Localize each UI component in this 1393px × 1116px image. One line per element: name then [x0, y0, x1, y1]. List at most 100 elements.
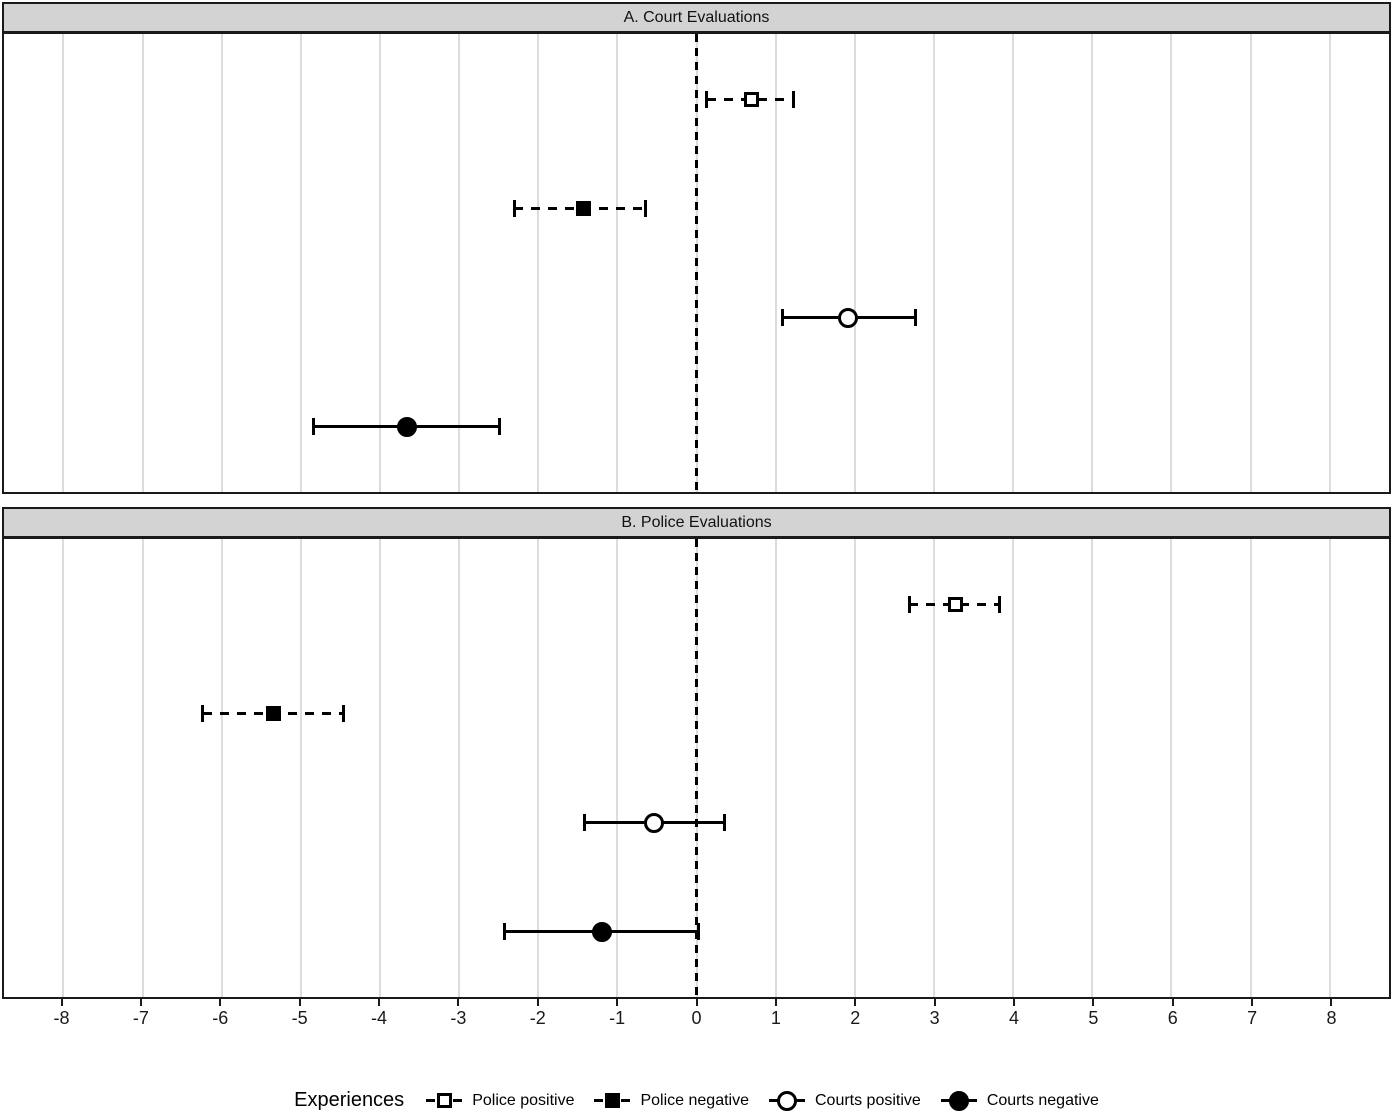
- gridline: [774, 34, 777, 492]
- x-tick-label: -5: [291, 1008, 308, 1028]
- legend-label: Courts positive: [814, 1091, 921, 1109]
- panel-b-title: B. Police Evaluations: [621, 513, 772, 531]
- legend-key-filled-square-icon: [594, 1090, 631, 1112]
- filled-square-marker: [266, 705, 282, 721]
- gridline: [1249, 539, 1252, 997]
- gridline: [458, 34, 461, 492]
- x-tick: [457, 999, 460, 1006]
- panel-a-plot: [2, 32, 1391, 494]
- x-tick-label: 8: [1326, 1008, 1337, 1028]
- x-tick-label: 2: [850, 1008, 861, 1028]
- error-bar-cap-high: [914, 309, 918, 326]
- gridline: [774, 539, 777, 997]
- gridline: [141, 34, 144, 492]
- legend-item-police-positive: Police positive: [426, 1090, 574, 1112]
- error-bar-cap-low: [705, 90, 709, 108]
- gridline: [220, 539, 223, 997]
- gridline: [1170, 34, 1173, 492]
- x-tick: [854, 999, 857, 1006]
- legend-key-line: [621, 1099, 631, 1102]
- gridline: [1012, 34, 1015, 492]
- gridline: [1328, 539, 1331, 997]
- x-tick: [774, 999, 777, 1006]
- x-tick: [1251, 999, 1254, 1006]
- error-bar-cap-high: [791, 90, 795, 108]
- open-square-marker: [947, 596, 963, 612]
- gridline: [1012, 539, 1015, 997]
- gridline: [378, 539, 381, 997]
- x-tick: [219, 999, 222, 1006]
- x-tick-label: 6: [1167, 1008, 1178, 1028]
- open-circle-marker: [643, 812, 664, 833]
- legend-label: Police positive: [472, 1091, 575, 1109]
- legend-key-line: [453, 1099, 463, 1102]
- legend-item-courts-positive: Courts positive: [768, 1090, 921, 1112]
- filled-square-marker: [575, 200, 591, 216]
- open-circle-marker: [837, 307, 858, 328]
- x-tick-label: -7: [132, 1008, 149, 1028]
- error-bar-cap-high: [644, 199, 648, 217]
- error-bar-cap-low: [781, 309, 785, 326]
- gridline: [62, 539, 65, 997]
- gridline: [299, 539, 302, 997]
- filled-circle-icon: [948, 1090, 969, 1111]
- panel-b-plot: [2, 537, 1391, 999]
- zero-reference-line: [695, 539, 698, 997]
- x-tick-label: 7: [1247, 1008, 1258, 1028]
- error-bar-cap-low: [512, 199, 516, 217]
- gridline: [378, 34, 381, 492]
- panel-b-strip: B. Police Evaluations: [2, 507, 1391, 538]
- x-tick: [695, 999, 698, 1006]
- gridline: [932, 34, 935, 492]
- x-tick-label: -2: [529, 1008, 546, 1028]
- error-bar-cap-low: [583, 814, 587, 831]
- gridline: [932, 539, 935, 997]
- x-tick: [139, 999, 142, 1006]
- x-tick-label: -1: [609, 1008, 626, 1028]
- gridline: [853, 34, 856, 492]
- gridline: [616, 34, 619, 492]
- x-axis: -8 -7 -6 -5 -4 -3 -2 -1 0 1 2 3 4 5 6 7 8: [2, 999, 1391, 1039]
- gridline: [616, 539, 619, 997]
- legend-label: Police negative: [640, 1091, 749, 1109]
- gridline: [141, 539, 144, 997]
- filled-square-icon: [604, 1093, 620, 1108]
- x-tick-label: -6: [212, 1008, 229, 1028]
- legend-title: Experiences: [294, 1089, 405, 1111]
- x-tick-label: 3: [929, 1008, 940, 1028]
- legend-item-courts-negative: Courts negative: [940, 1090, 1099, 1112]
- x-tick-label: -4: [370, 1008, 388, 1028]
- open-circle-icon: [776, 1090, 797, 1111]
- x-tick: [933, 999, 936, 1006]
- gridline: [458, 539, 461, 997]
- legend-key-open-square-icon: [426, 1090, 463, 1112]
- gridline: [1170, 539, 1173, 997]
- x-tick-label: -3: [450, 1008, 467, 1028]
- x-tick-label: 5: [1088, 1008, 1099, 1028]
- gridline: [1249, 34, 1252, 492]
- error-bar-cap-high: [697, 923, 701, 941]
- legend-label: Courts negative: [986, 1091, 1099, 1109]
- legend-key-filled-circle-icon: [940, 1090, 977, 1112]
- error-bar-cap-high: [342, 704, 346, 722]
- zero-reference-line: [695, 34, 698, 492]
- error-bar-cap-high: [998, 595, 1002, 613]
- x-tick: [378, 999, 380, 1006]
- panel-a-title: A. Court Evaluations: [623, 8, 770, 26]
- gridline: [853, 539, 856, 997]
- gridline: [537, 539, 540, 997]
- x-tick: [1330, 999, 1333, 1006]
- error-bar-cap-high: [497, 418, 501, 436]
- legend-key-open-circle-icon: [768, 1090, 805, 1112]
- error-bar-cap-low: [201, 704, 205, 722]
- legend-item-police-negative: Police negative: [594, 1090, 749, 1112]
- legend-key-line: [594, 1099, 604, 1102]
- error-bar-cap-low: [311, 418, 315, 436]
- gridline: [299, 34, 302, 492]
- x-tick: [1012, 999, 1015, 1006]
- error-bar-cap-low: [907, 595, 911, 613]
- filled-circle-marker: [396, 416, 417, 437]
- legend-key-line: [426, 1099, 436, 1102]
- x-tick-label: -8: [53, 1008, 70, 1028]
